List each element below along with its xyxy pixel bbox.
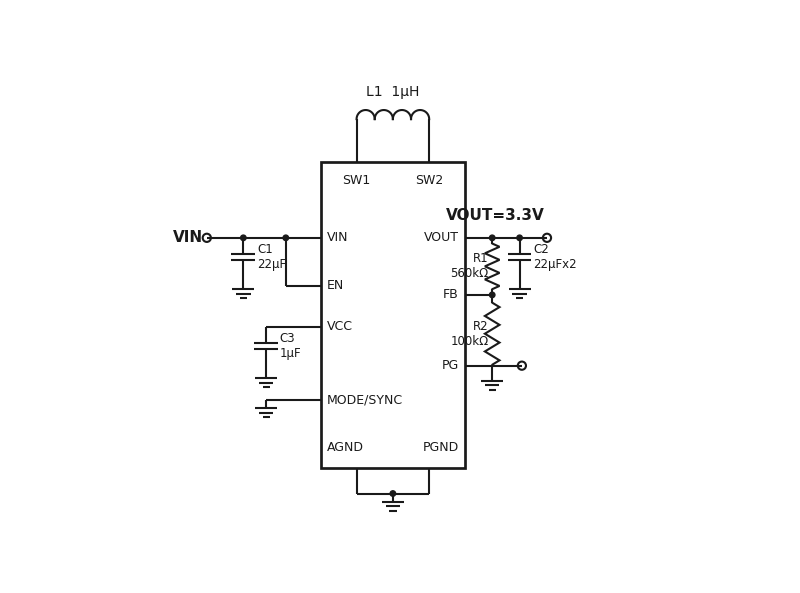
Circle shape xyxy=(283,235,289,241)
Text: PGND: PGND xyxy=(422,441,459,454)
Text: SW2: SW2 xyxy=(415,174,443,187)
Text: MODE/SYNC: MODE/SYNC xyxy=(327,393,403,406)
Text: VIN: VIN xyxy=(327,231,348,244)
Text: R2
100kΩ: R2 100kΩ xyxy=(450,320,489,347)
Text: L1  1μH: L1 1μH xyxy=(366,85,419,98)
Text: PG: PG xyxy=(442,359,459,372)
Circle shape xyxy=(241,235,246,241)
Text: VOUT: VOUT xyxy=(424,231,459,244)
Text: C1
22μF: C1 22μF xyxy=(257,243,286,271)
Circle shape xyxy=(490,292,495,298)
Text: VOUT=3.3V: VOUT=3.3V xyxy=(446,208,545,224)
Text: SW1: SW1 xyxy=(342,174,370,187)
Text: C2
22μFx2: C2 22μFx2 xyxy=(534,243,577,271)
Text: R1
560kΩ: R1 560kΩ xyxy=(450,253,489,280)
Text: VIN: VIN xyxy=(173,230,203,246)
Circle shape xyxy=(517,235,522,241)
Text: VCC: VCC xyxy=(327,320,353,333)
Text: FB: FB xyxy=(443,288,459,301)
Text: AGND: AGND xyxy=(327,441,364,454)
Bar xyxy=(321,162,465,468)
Circle shape xyxy=(390,491,396,496)
Text: EN: EN xyxy=(327,279,344,292)
Circle shape xyxy=(490,235,495,241)
Text: C3
1μF: C3 1μF xyxy=(280,332,302,360)
